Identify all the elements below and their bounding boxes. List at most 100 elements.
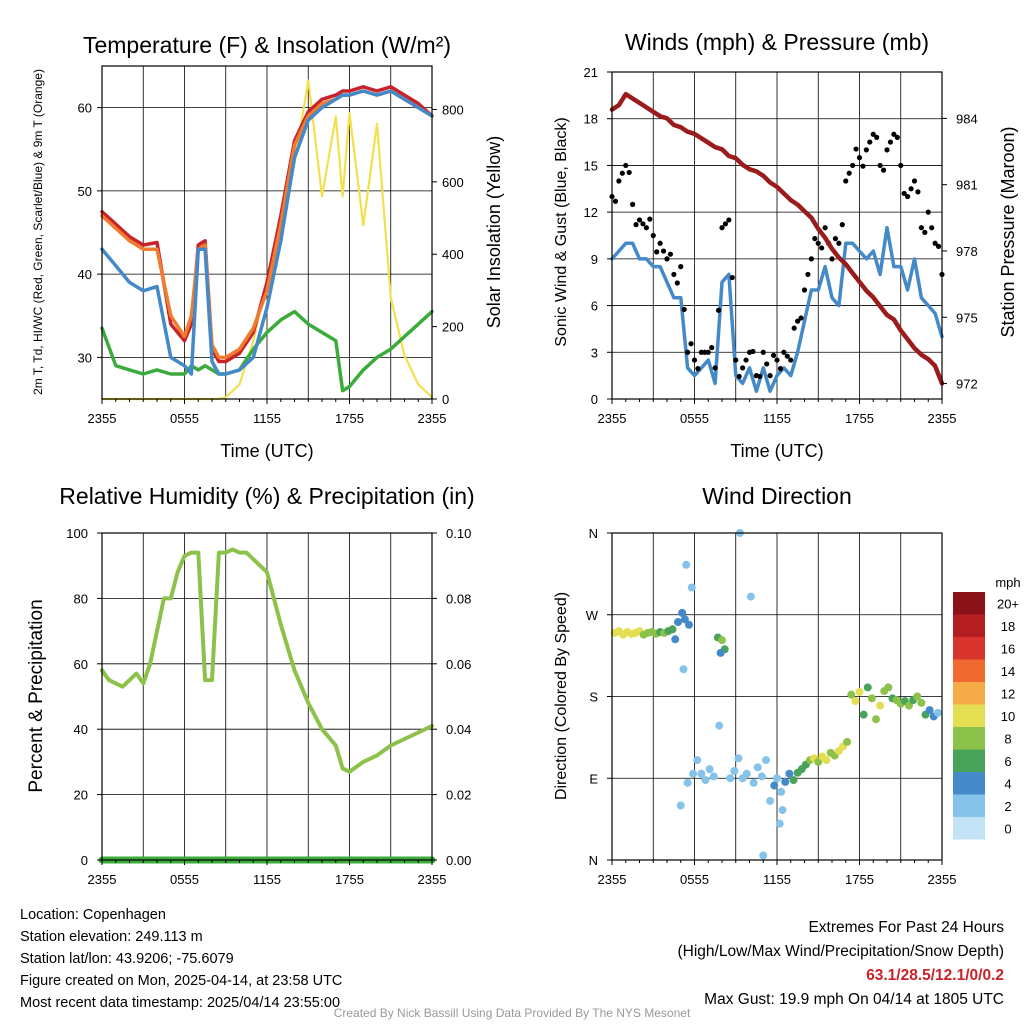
gust-point — [681, 306, 687, 313]
gust-point — [623, 162, 629, 169]
gust-point — [685, 349, 691, 355]
colorbar-tick-label: 14 — [1001, 664, 1015, 679]
direction-point — [693, 756, 702, 765]
colorbar-tick-label: 12 — [1001, 686, 1015, 701]
gust-point — [726, 217, 732, 223]
x-axis-label: Time (UTC) — [220, 441, 313, 461]
direction-point — [781, 777, 790, 786]
gust-point — [616, 178, 622, 184]
direction-point — [872, 715, 880, 724]
gust-point — [795, 318, 801, 324]
gust-point — [850, 162, 856, 169]
y-tick-label: 50 — [78, 184, 92, 199]
gust-point — [654, 249, 660, 255]
direction-point — [762, 756, 770, 765]
x-tick-label: 0555 — [170, 872, 199, 887]
direction-point — [766, 796, 775, 805]
y-axis-label: Direction (Colored By Speed) — [553, 592, 570, 800]
chart-title: Relative Humidity (%) & Precipitation (i… — [59, 483, 474, 509]
y-tick-label: E — [589, 771, 598, 786]
gust-point — [636, 217, 643, 223]
colorbar-swatch — [953, 817, 985, 840]
direction-point — [746, 592, 755, 601]
y-tick-label: 40 — [78, 267, 92, 282]
colorbar-label: mph — [995, 575, 1020, 590]
gust-point — [643, 225, 649, 231]
gust-point — [733, 357, 739, 363]
direction-point — [716, 648, 725, 657]
latlon-text: Station lat/lon: 43.9206; -75.6079 — [20, 951, 234, 967]
gust-point — [712, 365, 718, 371]
direction-point — [678, 608, 687, 617]
gust-point — [729, 274, 735, 281]
gust-point — [640, 221, 646, 227]
gust-point — [777, 366, 784, 372]
x-tick-label: 1755 — [335, 411, 364, 426]
gust-point — [626, 169, 632, 176]
y2-tick-label: 0.10 — [446, 526, 471, 541]
gust-point — [829, 256, 835, 262]
direction-point — [775, 819, 784, 828]
y2-tick-label: 981 — [956, 178, 978, 193]
gust-point — [633, 222, 639, 228]
gust-point — [767, 373, 773, 379]
direction-point — [705, 765, 714, 774]
direction-point — [759, 851, 768, 860]
gust-point — [788, 357, 794, 363]
y-tick-label: 12 — [584, 205, 598, 220]
location-text: Location: Copenhagen — [20, 907, 166, 923]
gust-point — [884, 147, 890, 153]
gust-point — [805, 271, 811, 278]
y-tick-label: 18 — [584, 112, 598, 127]
x-tick-label: 1755 — [335, 872, 364, 887]
x-tick-label: 2355 — [88, 872, 117, 887]
gust-point — [770, 352, 777, 358]
gust-point — [905, 193, 911, 200]
direction-point — [687, 583, 696, 592]
gust-point — [764, 361, 770, 367]
x-tick-label: 2355 — [928, 872, 957, 887]
y-tick-label: 0 — [591, 392, 598, 407]
gust-point — [798, 315, 804, 321]
y-tick-label: 3 — [591, 345, 598, 360]
y2-tick-label: 0.02 — [446, 788, 471, 803]
gust-point — [674, 280, 680, 286]
chart-title: Temperature (F) & Insolation (W/m²) — [83, 32, 451, 58]
gust-point — [880, 167, 887, 173]
x-tick-label: 1155 — [763, 872, 791, 887]
x-tick-label: 1755 — [845, 872, 874, 887]
gust-point — [650, 232, 656, 239]
direction-point — [742, 769, 751, 778]
gust-point — [612, 198, 619, 204]
colorbar-swatch — [953, 772, 985, 795]
elevation-text: Station elevation: 249.113 m — [20, 929, 203, 945]
x-tick-label: 2355 — [928, 411, 957, 426]
y-tick-label: 60 — [74, 657, 88, 672]
direction-point — [905, 701, 913, 710]
series-line-relative-humidity — [100, 547, 434, 774]
direction-point — [679, 665, 688, 674]
direction-point — [668, 625, 677, 634]
gust-point — [929, 225, 935, 231]
gust-point — [922, 229, 928, 235]
y-tick-label: 9 — [591, 252, 598, 267]
y-tick-label: 60 — [78, 101, 92, 116]
gust-point — [832, 236, 839, 242]
y-tick-label: 40 — [74, 722, 88, 737]
direction-point — [671, 635, 680, 644]
colorbar-tick-label: 0 — [1004, 821, 1011, 836]
direction-point — [676, 801, 685, 810]
series-line-station-pressure — [609, 91, 945, 386]
y-tick-label: 0 — [81, 853, 88, 868]
gust-point — [867, 139, 873, 145]
gust-point — [722, 221, 729, 227]
gust-point — [901, 190, 907, 197]
gust-point — [874, 134, 880, 140]
gust-point — [760, 349, 766, 355]
station-info: Location: Copenhagen Station elevation: … — [20, 904, 342, 1014]
gust-point — [691, 357, 698, 363]
gust-point — [843, 178, 849, 184]
colorbar-swatch — [953, 749, 985, 772]
y2-tick-label: 400 — [442, 247, 464, 262]
direction-point — [777, 787, 786, 796]
